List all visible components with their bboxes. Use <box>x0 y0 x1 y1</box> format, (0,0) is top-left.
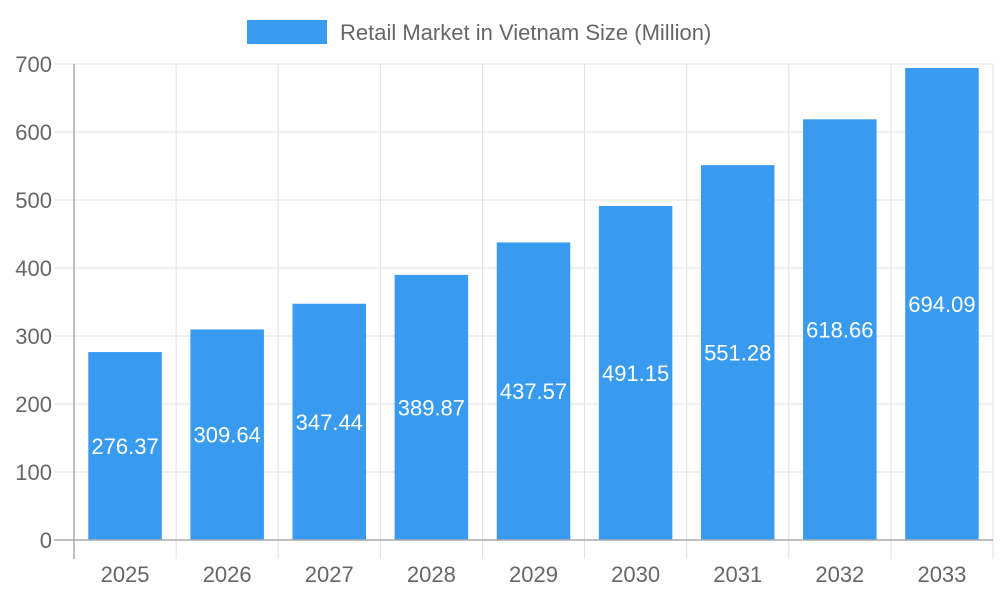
bar <box>190 329 264 540</box>
x-tick-label: 2027 <box>305 562 354 587</box>
bar <box>700 165 775 541</box>
x-tick-label: 2030 <box>611 562 660 587</box>
data-label: 276.37 <box>91 434 158 459</box>
legend: Retail Market in Vietnam Size (Million) <box>247 20 711 45</box>
data-label: 347.44 <box>296 410 363 435</box>
y-tick-label: 700 <box>15 52 52 77</box>
y-tick-label: 100 <box>15 460 52 485</box>
x-tick-label: 2029 <box>509 562 558 587</box>
data-label: 551.28 <box>704 341 771 366</box>
bar <box>394 274 469 540</box>
x-tick-label: 2025 <box>101 562 150 587</box>
bar <box>905 68 979 540</box>
data-label: 389.87 <box>398 395 465 420</box>
y-tick-label: 0 <box>40 528 52 553</box>
x-tick-label: 2033 <box>917 562 966 587</box>
data-label: 309.64 <box>194 423 261 448</box>
bar <box>292 303 367 540</box>
bar <box>803 119 877 540</box>
x-tick-label: 2031 <box>713 562 762 587</box>
bar <box>496 242 571 540</box>
y-tick-label: 200 <box>15 392 52 417</box>
data-label: 437.57 <box>500 379 567 404</box>
y-tick-label: 500 <box>15 188 52 213</box>
data-label: 618.66 <box>806 318 873 343</box>
y-tick-label: 600 <box>15 120 52 145</box>
legend-label: Retail Market in Vietnam Size (Million) <box>340 20 711 45</box>
bar <box>88 352 162 540</box>
data-label: 491.15 <box>602 361 669 386</box>
x-tick-label: 2028 <box>407 562 456 587</box>
y-tick-label: 400 <box>15 256 52 281</box>
y-tick-label: 300 <box>15 324 52 349</box>
legend-swatch <box>247 20 327 44</box>
bar <box>598 206 673 540</box>
x-tick-label: 2032 <box>815 562 864 587</box>
x-tick-label: 2026 <box>203 562 252 587</box>
data-label: 694.09 <box>908 292 975 317</box>
